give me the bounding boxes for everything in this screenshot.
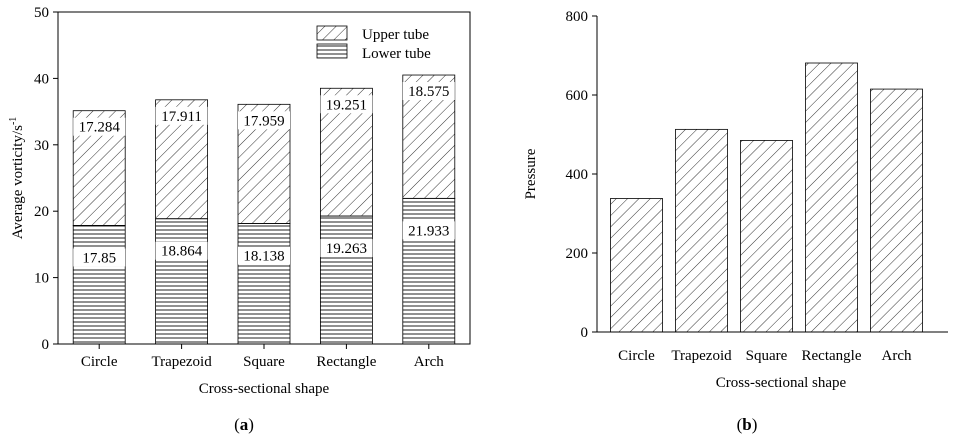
data-label-bg bbox=[238, 111, 290, 130]
x-tick-label-arch: Arch bbox=[414, 354, 444, 370]
data-label-upper-trapezoid: 17.911 bbox=[161, 109, 202, 125]
chart-b-x-axis: Circle Trapezoid Square Rectangle Arch bbox=[618, 348, 912, 364]
panel-label-b: (b) bbox=[737, 415, 758, 434]
legend-swatch-lower-tube bbox=[316, 43, 348, 59]
bar-pressure-circle bbox=[610, 198, 663, 333]
y-tick-label: 40 bbox=[34, 71, 49, 87]
legend-label-upper-tube: Upper tube bbox=[362, 27, 429, 43]
legend-swatch-upper-tube bbox=[316, 25, 348, 41]
y-tick-label: 50 bbox=[34, 5, 49, 21]
y-tick-label: 200 bbox=[566, 246, 589, 262]
chart-b-y-axis: 0 200 400 600 800 bbox=[566, 9, 597, 341]
y-tick-label: 0 bbox=[581, 325, 589, 341]
x-tick-label-trapezoid: Trapezoid bbox=[151, 354, 212, 370]
y-tick-label: 400 bbox=[566, 167, 589, 183]
chart-a-data-labels: 17.284 17.85 17.911 18.864 17.959 18.138 19.25… bbox=[73, 82, 455, 267]
data-label-bg bbox=[73, 248, 126, 267]
x-tick-label-circle: Circle bbox=[618, 348, 655, 364]
x-tick-label-circle: Circle bbox=[81, 354, 118, 370]
bar-lower-tube-rectangle bbox=[319, 215, 373, 345]
bar-lower-tube-circle bbox=[72, 225, 126, 345]
chart-a-x-axis-label: Cross-sectional shape bbox=[199, 381, 330, 397]
bar-pressure-square bbox=[740, 140, 793, 333]
y-tick-label: 800 bbox=[566, 9, 589, 25]
data-label-bg bbox=[73, 117, 126, 136]
data-label-lower-rectangle: 19.263 bbox=[326, 241, 367, 257]
chart-a-x-axis: Circle Trapezoid Square Rectangle Arch bbox=[81, 344, 444, 370]
data-label-lower-trapezoid: 18.864 bbox=[161, 244, 203, 260]
bar-lower-tube-square bbox=[237, 223, 291, 345]
data-label-upper-square: 17.959 bbox=[243, 113, 284, 129]
data-label-bg bbox=[155, 241, 208, 260]
data-label-lower-circle: 17.85 bbox=[82, 250, 116, 266]
chart-a-legend: Upper tube Lower tube bbox=[316, 25, 431, 62]
data-label-upper-circle: 17.284 bbox=[79, 120, 121, 136]
chart-b-bars bbox=[610, 62, 923, 333]
bar-lower-tube-arch bbox=[402, 197, 456, 345]
chart-a-y-axis: 0 10 20 30 40 50 bbox=[34, 5, 58, 353]
chart-b-x-axis-label: Cross-sectional shape bbox=[716, 375, 847, 391]
data-label-bg bbox=[402, 221, 455, 240]
panel-label-a: (a) bbox=[234, 415, 254, 434]
y-tick-label: 600 bbox=[566, 88, 589, 104]
data-label-lower-square: 18.138 bbox=[243, 249, 284, 265]
data-label-lower-arch: 21.933 bbox=[408, 223, 449, 239]
data-label-bg bbox=[320, 239, 373, 258]
chart-b-y-axis-label: Pressure bbox=[523, 148, 539, 199]
bar-pressure-arch bbox=[870, 88, 923, 333]
data-label-upper-rectangle: 19.251 bbox=[326, 97, 367, 113]
data-label-upper-arch: 18.575 bbox=[408, 84, 449, 100]
data-label-bg bbox=[402, 82, 455, 101]
chart-a-vorticity: 0 10 20 30 40 50 17.284 17.85 17.911 18.864 17.95… bbox=[8, 5, 471, 434]
x-tick-label-rectangle: Rectangle bbox=[802, 348, 862, 364]
bar-pressure-rectangle bbox=[805, 62, 858, 333]
chart-b-pressure: 0 200 400 600 800 Circle Trapezoid Square Recta… bbox=[523, 9, 948, 434]
x-tick-label-rectangle: Rectangle bbox=[316, 354, 376, 370]
x-tick-label-square: Square bbox=[746, 348, 788, 364]
data-label-bg bbox=[155, 106, 208, 125]
x-tick-label-arch: Arch bbox=[882, 348, 912, 364]
x-tick-label-square: Square bbox=[243, 354, 285, 370]
chart-a-y-axis-label: Average vorticity/s-1 bbox=[8, 117, 26, 240]
y-tick-label: 30 bbox=[34, 138, 49, 154]
y-tick-label: 10 bbox=[34, 271, 49, 287]
x-tick-label-trapezoid: Trapezoid bbox=[671, 348, 732, 364]
bar-lower-tube-trapezoid bbox=[155, 218, 209, 345]
data-label-bg bbox=[238, 246, 290, 265]
y-tick-label: 0 bbox=[42, 337, 50, 353]
legend-label-lower-tube: Lower tube bbox=[362, 46, 431, 62]
y-tick-label: 20 bbox=[34, 204, 49, 220]
bar-pressure-trapezoid bbox=[675, 128, 728, 333]
data-label-bg bbox=[320, 95, 373, 114]
